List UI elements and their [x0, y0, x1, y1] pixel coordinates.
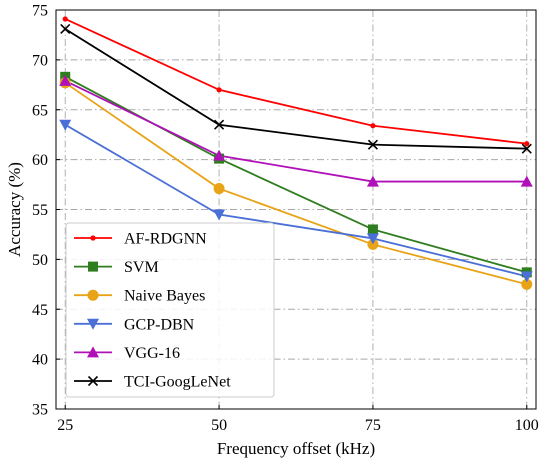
legend-label: VGG-16	[124, 345, 180, 362]
data-point-gcp-dbn	[213, 209, 226, 221]
legend-box	[65, 222, 275, 398]
legend-entry-tci-googlenet: TCI-GoogLeNet	[74, 374, 231, 391]
x-tick-label: 100	[515, 417, 539, 434]
data-point-tci-googlenet	[60, 23, 71, 35]
legend-label: TCI-GoogLeNet	[124, 374, 231, 391]
data-point-vgg-16	[59, 74, 72, 86]
data-point-af-rdgnn	[524, 141, 530, 147]
legend-marker	[87, 375, 99, 387]
y-tick-label: 35	[32, 402, 48, 419]
y-tick-label: 55	[32, 202, 48, 219]
y-tick-label: 45	[32, 302, 48, 319]
y-tick-label: 65	[32, 102, 48, 119]
series-markers	[59, 16, 533, 290]
data-point-af-rdgnn	[216, 87, 222, 93]
legend-entry-gcp-dbn: GCP-DBN	[74, 316, 195, 333]
series-line-af-rdgnn	[64, 18, 527, 145]
data-point-vgg-16	[366, 175, 379, 187]
data-point-naive-bayes	[213, 183, 225, 195]
y-tick-labels: 35 40 45 50 55 60 65 70 75	[32, 3, 48, 419]
data-point-af-rdgnn	[62, 16, 68, 22]
y-axis-title: Accuracy (%)	[5, 162, 24, 257]
data-point-vgg-16	[520, 175, 533, 187]
legend-entry-naive-bayes: Naive Bayes	[74, 288, 205, 305]
y-tick-label: 70	[32, 52, 48, 69]
series-lines	[64, 18, 528, 286]
legend-marker	[88, 261, 98, 272]
x-tick-label: 75	[365, 417, 381, 434]
x-marker-stroke	[214, 119, 225, 130]
x-tick-labels: 25 50 75 100	[57, 417, 539, 434]
data-point-gcp-dbn	[59, 119, 72, 131]
data-point-vgg-16	[213, 149, 226, 161]
legend-label: Naive Bayes	[124, 288, 205, 305]
data-point-naive-bayes	[521, 278, 533, 290]
x-axis-title: Frequency offset (kHz)	[217, 439, 375, 458]
legend-entry-svm: SVM	[74, 259, 159, 276]
x-marker-stroke	[60, 23, 71, 35]
legend-entry-af-rdgnn: AF-RDGNN	[74, 231, 207, 248]
x-marker-stroke	[87, 375, 99, 387]
series-line-vgg-16	[64, 80, 527, 183]
data-point-tci-googlenet	[367, 139, 378, 150]
data-point-gcp-dbn	[366, 233, 379, 245]
legend-marker	[90, 235, 96, 241]
legend: AF-RDGNN SVM Naive Bayes GCP-DBN VGG-16 TCI-G…	[65, 222, 275, 398]
axis-ticks	[56, 9, 528, 410]
x-marker-stroke	[367, 139, 378, 150]
y-tick-label: 50	[32, 252, 48, 269]
x-tick-label: 50	[211, 417, 227, 434]
data-point-gcp-dbn	[520, 271, 533, 283]
data-point-af-rdgnn	[370, 123, 376, 129]
series-line-naive-bayes	[64, 82, 527, 286]
series-line-gcp-dbn	[64, 123, 527, 278]
data-point-svm	[367, 224, 378, 235]
series-line-tci-googlenet	[64, 28, 527, 150]
legend-marker	[87, 318, 99, 330]
legend-label: GCP-DBN	[124, 316, 195, 333]
y-tick-label: 40	[32, 352, 48, 369]
data-point-tci-googlenet	[521, 143, 532, 154]
data-point-tci-googlenet	[214, 119, 225, 130]
y-tick-label: 60	[32, 152, 48, 169]
y-tick-label: 75	[32, 3, 48, 20]
legend-marker	[87, 346, 99, 358]
x-tick-label: 25	[57, 417, 73, 434]
legend-entry-vgg-16: VGG-16	[74, 345, 180, 362]
legend-marker	[87, 289, 99, 301]
legend-label: AF-RDGNN	[124, 231, 207, 248]
legend-label: SVM	[124, 259, 159, 276]
x-marker-stroke	[521, 143, 532, 154]
